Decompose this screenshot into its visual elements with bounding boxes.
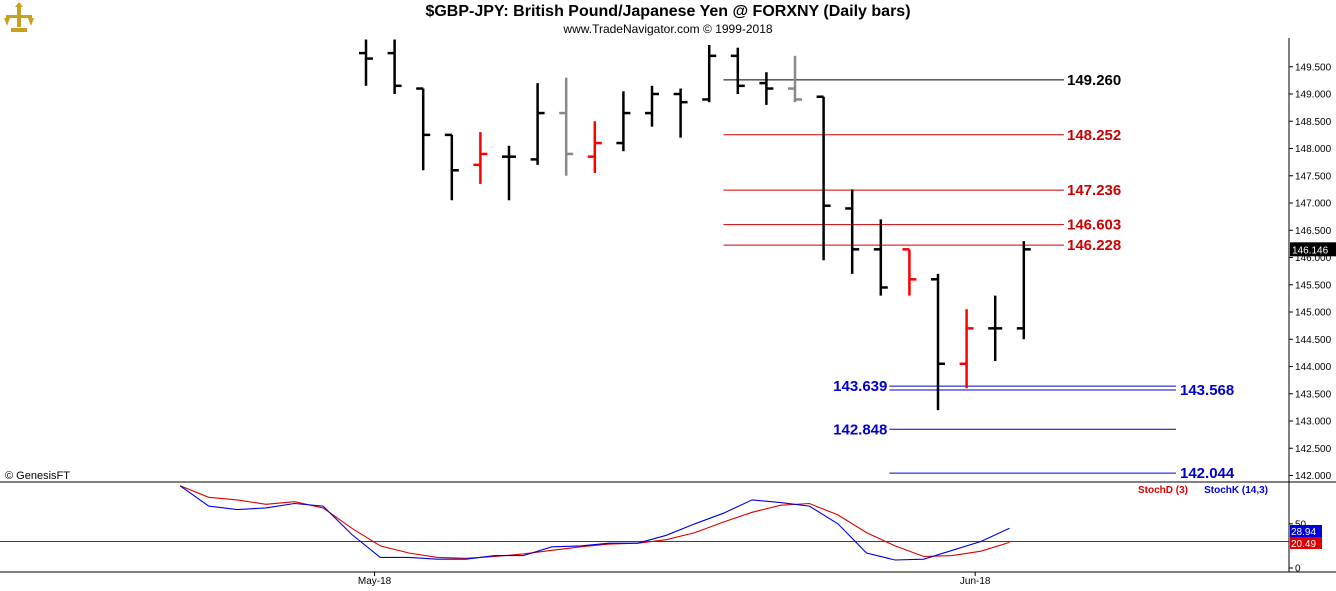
chart-header: $GBP-JPY: British Pound/Japanese Yen @ F… [0, 0, 1336, 38]
ohlc-bar [845, 189, 860, 274]
y-tick-label: 147.000 [1295, 199, 1332, 210]
chart-subtitle: www.TradeNavigator.com © 1999-2018 [563, 22, 773, 36]
y-tick-label: 145.500 [1295, 280, 1332, 291]
stochK-line [179, 485, 1010, 561]
y-tick-label: 142.000 [1295, 471, 1332, 482]
chart-frame [0, 38, 1336, 573]
price-level-label: 146.228 [1067, 237, 1121, 254]
last-price-tag [1290, 242, 1336, 257]
ohlc-bar [616, 91, 631, 152]
y-tick-label: 142.500 [1295, 444, 1332, 455]
stoch-value-tag [1290, 525, 1322, 537]
ohlc-bar [959, 309, 974, 389]
y-tick-label: 144.000 [1295, 362, 1332, 373]
x-tick-label: May-18 [358, 576, 392, 587]
ohlc-bar [559, 77, 574, 176]
y-tick-label: 148.000 [1295, 144, 1332, 155]
ohlc-bar [931, 273, 945, 411]
y-tick-label: 144.500 [1295, 335, 1332, 346]
x-tick-label: Jun-18 [960, 576, 991, 587]
y-tick-label: 146.000 [1295, 253, 1332, 264]
ohlc-bar [902, 248, 917, 296]
genesis-logo-icon [4, 2, 34, 32]
price-level-label: 146.603 [1067, 217, 1121, 234]
y-tick-label: 149.000 [1295, 90, 1332, 101]
chart-title: $GBP-JPY: British Pound/Japanese Yen @ F… [425, 3, 911, 20]
y-tick-label: 149.500 [1295, 62, 1332, 73]
ohlc-bar [530, 83, 545, 165]
price-level-label: 142.848 [833, 421, 887, 438]
stoch-y-tick-label: 50 [1295, 519, 1307, 530]
ohlc-bar [444, 133, 459, 201]
ohlc-bar [359, 39, 373, 86]
y-tick-label: 147.500 [1295, 171, 1332, 182]
date-axis: May-18 Jun-18 [358, 572, 991, 587]
stoch-value-label: 20.49 [1291, 539, 1316, 550]
stochD-legend: StochD (3) [1138, 485, 1188, 496]
ohlc-bar [873, 219, 888, 296]
y-tick-label: 145.000 [1295, 308, 1332, 319]
y-tick-label: 148.500 [1295, 117, 1332, 128]
ohlc-bar [645, 85, 659, 127]
ohlc-bar [473, 132, 488, 184]
price-level-label: 143.639 [833, 378, 887, 395]
y-tick-label: 143.000 [1295, 417, 1332, 428]
ohlc-bar [1016, 241, 1031, 340]
ohlc-bar [673, 88, 688, 138]
ohlc-bar [387, 39, 402, 94]
y-tick-label: 143.500 [1295, 389, 1332, 400]
stoch-value-tag [1290, 537, 1322, 549]
ohlc-bar [816, 95, 831, 261]
copyright-label: © GenesisFT [5, 470, 70, 482]
stoch-y-tick-label: 0 [1295, 564, 1301, 575]
price-level-label: 148.252 [1067, 127, 1121, 144]
price-level-label: 147.236 [1067, 182, 1121, 199]
ohlc-bar [702, 44, 717, 103]
ohlc-bar [730, 47, 745, 94]
ohlc-bar [759, 72, 774, 105]
price-axis: 149.500 149.000 148.500 148.000 147.500 147.0… [1289, 62, 1336, 482]
ohlc-bar [587, 121, 602, 174]
price-level-label: 149.260 [1067, 72, 1121, 89]
price-levels: 149.260 148.252 147.236 146.603 146.228 143.6… [723, 72, 1235, 482]
ohlc-bar [416, 87, 431, 171]
stochD-line [179, 485, 1010, 559]
stoch-value-label: 28.94 [1291, 527, 1316, 538]
ohlc-bar [502, 145, 516, 201]
price-level-label: 143.568 [1180, 382, 1234, 399]
stochK-legend: StochK (14,3) [1204, 485, 1268, 496]
last-price-label: 146.146 [1292, 245, 1329, 256]
price-level-label: 142.044 [1180, 465, 1235, 482]
ohlc-bars [359, 39, 1031, 411]
ohlc-bar [988, 295, 1003, 362]
y-tick-label: 146.500 [1295, 226, 1332, 237]
ohlc-bar [788, 55, 802, 103]
